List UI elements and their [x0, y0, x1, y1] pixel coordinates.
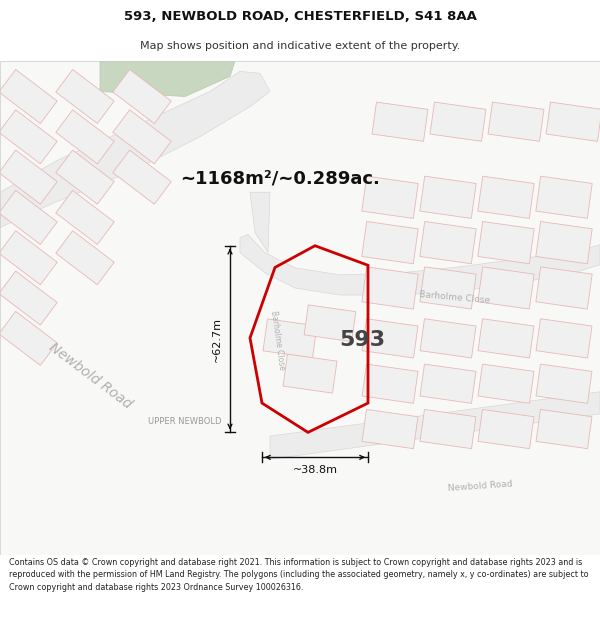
Text: Barholme Close: Barholme Close	[269, 310, 287, 371]
Text: ~1168m²/~0.289ac.: ~1168m²/~0.289ac.	[180, 169, 380, 187]
Polygon shape	[0, 311, 57, 366]
Polygon shape	[56, 110, 114, 164]
Polygon shape	[0, 150, 57, 204]
Polygon shape	[56, 231, 114, 285]
Polygon shape	[546, 102, 600, 141]
Polygon shape	[56, 69, 114, 124]
Polygon shape	[0, 71, 270, 228]
Polygon shape	[536, 267, 592, 309]
Polygon shape	[478, 221, 534, 264]
Polygon shape	[420, 319, 476, 358]
Polygon shape	[536, 409, 592, 449]
Polygon shape	[420, 364, 476, 403]
Text: ~62.7m: ~62.7m	[212, 316, 222, 361]
Text: Contains OS data © Crown copyright and database right 2021. This information is : Contains OS data © Crown copyright and d…	[9, 558, 589, 591]
Polygon shape	[478, 267, 534, 309]
Text: Newbold Road: Newbold Road	[46, 340, 134, 412]
Polygon shape	[263, 319, 317, 358]
Text: Map shows position and indicative extent of the property.: Map shows position and indicative extent…	[140, 41, 460, 51]
Polygon shape	[0, 110, 57, 164]
Polygon shape	[0, 191, 57, 244]
Polygon shape	[478, 176, 534, 218]
Polygon shape	[478, 319, 534, 358]
Polygon shape	[100, 61, 235, 96]
Polygon shape	[0, 69, 57, 124]
Polygon shape	[362, 319, 418, 358]
Polygon shape	[536, 221, 592, 264]
Polygon shape	[372, 102, 428, 141]
Polygon shape	[430, 102, 486, 141]
Polygon shape	[0, 271, 57, 325]
Polygon shape	[362, 221, 418, 264]
Text: Newbold Road: Newbold Road	[448, 480, 512, 493]
Polygon shape	[240, 234, 600, 295]
Polygon shape	[362, 267, 418, 309]
Polygon shape	[536, 176, 592, 218]
Text: UPPER NEWBOLD: UPPER NEWBOLD	[148, 417, 222, 426]
Polygon shape	[488, 102, 544, 141]
Polygon shape	[362, 176, 418, 218]
Polygon shape	[304, 305, 356, 342]
Text: 593: 593	[339, 330, 385, 350]
Polygon shape	[478, 409, 534, 449]
Text: 593, NEWBOLD ROAD, CHESTERFIELD, S41 8AA: 593, NEWBOLD ROAD, CHESTERFIELD, S41 8AA	[124, 9, 476, 22]
Polygon shape	[536, 364, 592, 403]
Polygon shape	[113, 69, 171, 124]
Polygon shape	[362, 409, 418, 449]
Polygon shape	[420, 176, 476, 218]
Text: ~38.8m: ~38.8m	[293, 466, 337, 476]
Polygon shape	[113, 110, 171, 164]
Polygon shape	[536, 319, 592, 358]
Polygon shape	[113, 150, 171, 204]
Polygon shape	[270, 392, 600, 459]
Polygon shape	[0, 231, 57, 285]
Polygon shape	[420, 409, 476, 449]
Polygon shape	[250, 192, 270, 253]
Text: Barholme Close: Barholme Close	[419, 290, 491, 306]
Polygon shape	[56, 150, 114, 204]
Polygon shape	[420, 221, 476, 264]
Polygon shape	[362, 364, 418, 403]
Polygon shape	[420, 267, 476, 309]
Polygon shape	[283, 354, 337, 393]
Polygon shape	[56, 191, 114, 244]
Polygon shape	[478, 364, 534, 403]
